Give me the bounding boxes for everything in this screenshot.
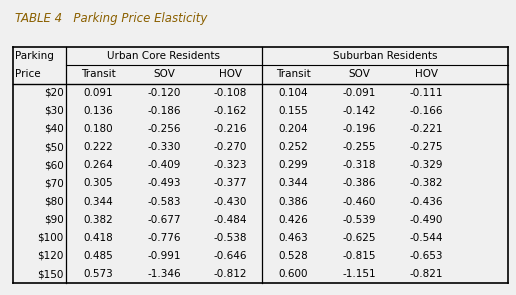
- Text: -0.186: -0.186: [148, 106, 181, 116]
- Text: -0.776: -0.776: [148, 233, 181, 243]
- Text: SOV: SOV: [154, 69, 175, 79]
- Text: 0.426: 0.426: [279, 215, 308, 225]
- Text: -0.646: -0.646: [214, 251, 247, 261]
- Text: -0.812: -0.812: [214, 269, 247, 279]
- Text: -0.330: -0.330: [148, 142, 181, 152]
- Text: 0.091: 0.091: [83, 88, 113, 98]
- Text: $40: $40: [44, 124, 64, 134]
- Text: Transit: Transit: [80, 69, 116, 79]
- Text: Suburban Residents: Suburban Residents: [333, 51, 437, 61]
- Text: -0.677: -0.677: [148, 215, 181, 225]
- Text: -0.142: -0.142: [343, 106, 376, 116]
- Text: -0.329: -0.329: [410, 160, 443, 170]
- Text: 0.299: 0.299: [279, 160, 308, 170]
- Text: $100: $100: [38, 233, 64, 243]
- Text: $120: $120: [38, 251, 64, 261]
- Text: 0.180: 0.180: [83, 124, 113, 134]
- Text: -0.256: -0.256: [148, 124, 181, 134]
- Text: SOV: SOV: [349, 69, 370, 79]
- Text: -0.539: -0.539: [343, 215, 376, 225]
- Text: 0.252: 0.252: [279, 142, 308, 152]
- Text: Transit: Transit: [276, 69, 311, 79]
- Text: $20: $20: [44, 88, 64, 98]
- Text: 0.305: 0.305: [83, 178, 113, 188]
- Text: $150: $150: [38, 269, 64, 279]
- Text: $30: $30: [44, 106, 64, 116]
- Text: Price: Price: [15, 69, 41, 79]
- Text: 0.204: 0.204: [279, 124, 308, 134]
- Text: 0.155: 0.155: [279, 106, 308, 116]
- Text: -0.323: -0.323: [214, 160, 247, 170]
- Text: -0.221: -0.221: [410, 124, 443, 134]
- Text: 0.382: 0.382: [83, 215, 113, 225]
- Text: -0.493: -0.493: [148, 178, 181, 188]
- Text: HOV: HOV: [415, 69, 438, 79]
- Text: 0.344: 0.344: [83, 196, 113, 206]
- Text: -0.111: -0.111: [410, 88, 443, 98]
- Text: -0.255: -0.255: [343, 142, 376, 152]
- Text: $90: $90: [44, 215, 64, 225]
- Text: HOV: HOV: [219, 69, 242, 79]
- Text: -0.091: -0.091: [343, 88, 376, 98]
- Text: -0.275: -0.275: [410, 142, 443, 152]
- Text: 0.528: 0.528: [279, 251, 308, 261]
- Text: $70: $70: [44, 178, 64, 188]
- Text: -1.346: -1.346: [148, 269, 181, 279]
- Text: -0.484: -0.484: [214, 215, 247, 225]
- Text: $80: $80: [44, 196, 64, 206]
- Text: Urban Core Residents: Urban Core Residents: [107, 51, 220, 61]
- Text: 0.104: 0.104: [279, 88, 308, 98]
- Text: -0.653: -0.653: [410, 251, 443, 261]
- Text: -0.382: -0.382: [410, 178, 443, 188]
- Text: 0.386: 0.386: [279, 196, 308, 206]
- Text: -0.583: -0.583: [148, 196, 181, 206]
- Text: -0.120: -0.120: [148, 88, 181, 98]
- Text: -0.386: -0.386: [343, 178, 376, 188]
- Text: -0.166: -0.166: [410, 106, 443, 116]
- Text: $60: $60: [44, 160, 64, 170]
- Text: 0.418: 0.418: [83, 233, 113, 243]
- Text: -0.821: -0.821: [410, 269, 443, 279]
- Text: 0.600: 0.600: [279, 269, 308, 279]
- Text: -0.196: -0.196: [343, 124, 376, 134]
- Text: 0.264: 0.264: [83, 160, 113, 170]
- Text: -0.108: -0.108: [214, 88, 247, 98]
- Text: -0.216: -0.216: [214, 124, 247, 134]
- Text: -0.991: -0.991: [148, 251, 181, 261]
- Text: 0.222: 0.222: [83, 142, 113, 152]
- Text: TABLE 4   Parking Price Elasticity: TABLE 4 Parking Price Elasticity: [15, 12, 208, 25]
- Text: -0.815: -0.815: [343, 251, 376, 261]
- Text: -0.490: -0.490: [410, 215, 443, 225]
- Text: $50: $50: [44, 142, 64, 152]
- Text: -0.430: -0.430: [214, 196, 247, 206]
- Text: Parking: Parking: [15, 51, 54, 61]
- Text: -1.151: -1.151: [343, 269, 377, 279]
- Text: 0.344: 0.344: [279, 178, 308, 188]
- Text: -0.270: -0.270: [214, 142, 247, 152]
- Text: -0.544: -0.544: [410, 233, 443, 243]
- Text: -0.162: -0.162: [214, 106, 247, 116]
- Text: 0.136: 0.136: [83, 106, 113, 116]
- Text: 0.573: 0.573: [83, 269, 113, 279]
- Text: 0.463: 0.463: [279, 233, 308, 243]
- Text: -0.460: -0.460: [343, 196, 376, 206]
- Text: -0.538: -0.538: [214, 233, 247, 243]
- Text: -0.409: -0.409: [148, 160, 181, 170]
- Text: -0.377: -0.377: [214, 178, 247, 188]
- Text: -0.318: -0.318: [343, 160, 376, 170]
- Text: -0.436: -0.436: [410, 196, 443, 206]
- Text: 0.485: 0.485: [83, 251, 113, 261]
- Text: -0.625: -0.625: [343, 233, 376, 243]
